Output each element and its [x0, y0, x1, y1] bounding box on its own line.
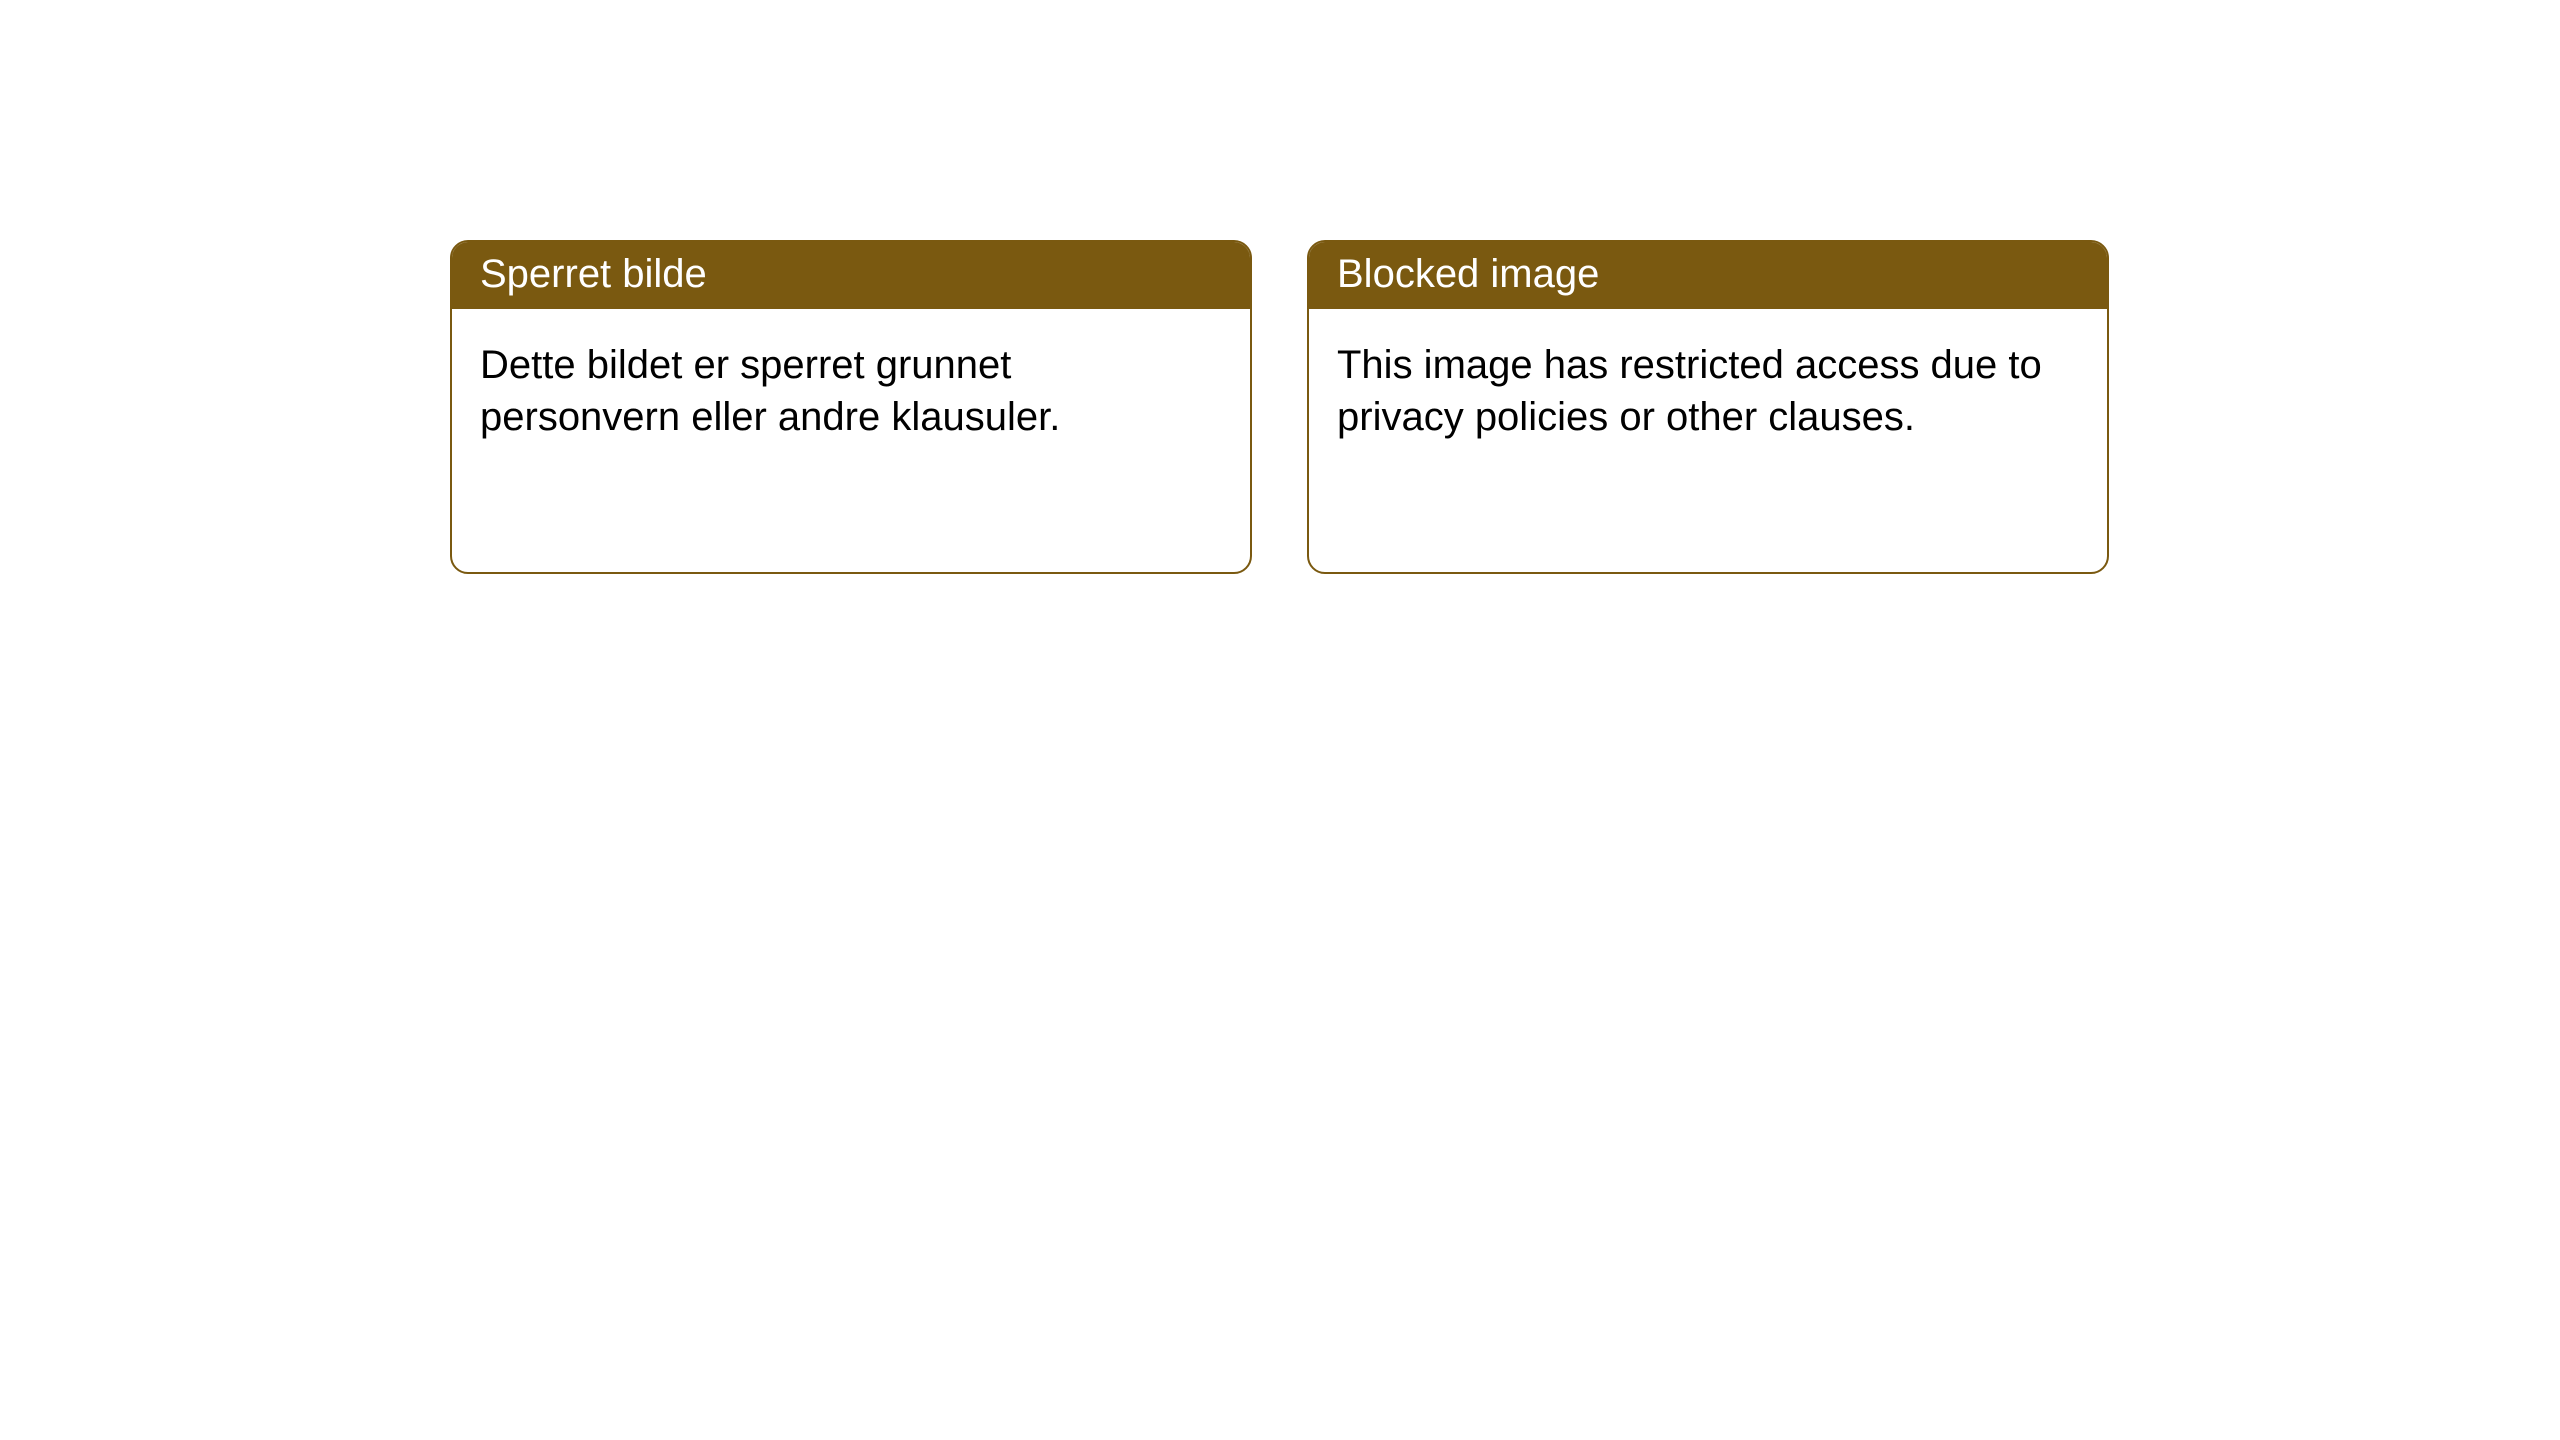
- card-body: Dette bildet er sperret grunnet personve…: [452, 309, 1250, 473]
- card-body-text: Dette bildet er sperret grunnet personve…: [480, 343, 1060, 439]
- card-title: Sperret bilde: [480, 252, 707, 296]
- cards-container: Sperret bilde Dette bildet er sperret gr…: [450, 240, 2109, 574]
- blocked-image-card-english: Blocked image This image has restricted …: [1307, 240, 2109, 574]
- blocked-image-card-norwegian: Sperret bilde Dette bildet er sperret gr…: [450, 240, 1252, 574]
- card-header: Sperret bilde: [452, 242, 1250, 309]
- card-body-text: This image has restricted access due to …: [1337, 343, 2042, 439]
- card-header: Blocked image: [1309, 242, 2107, 309]
- card-title: Blocked image: [1337, 252, 1599, 296]
- card-body: This image has restricted access due to …: [1309, 309, 2107, 473]
